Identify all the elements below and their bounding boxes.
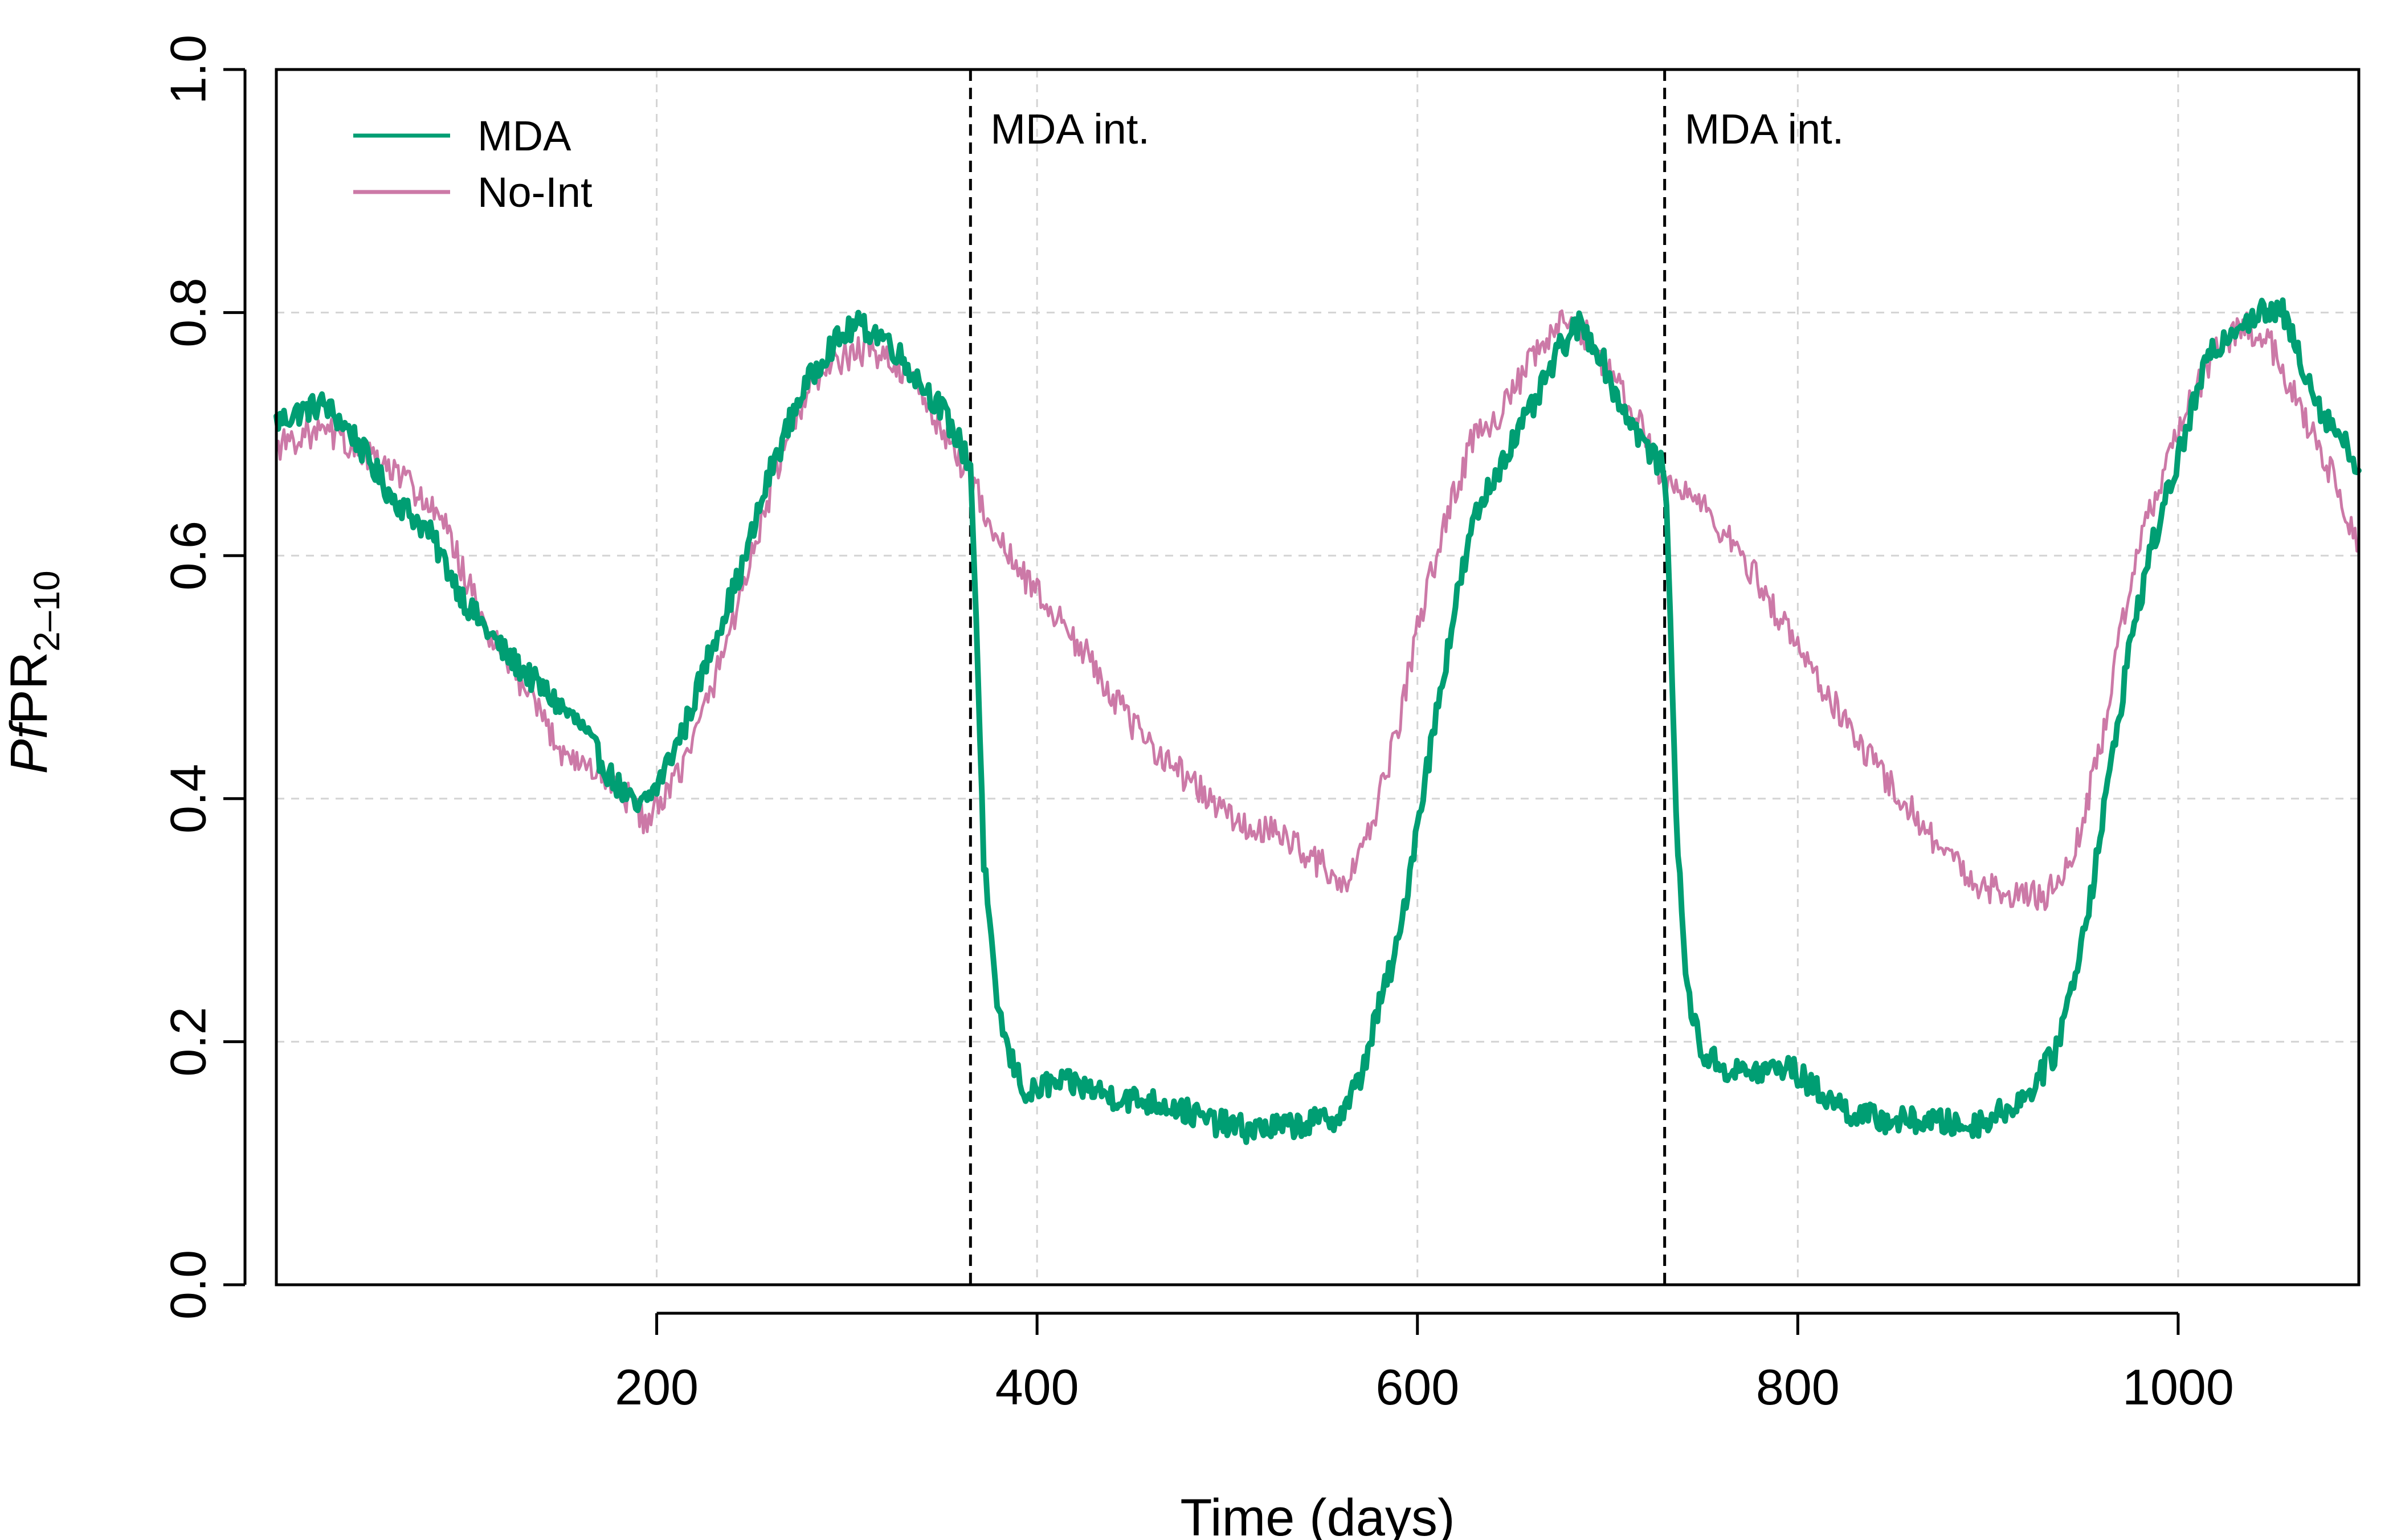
legend: MDA No-Int: [353, 112, 593, 216]
plot-frame: [275, 68, 2361, 1286]
legend-label-no-int: No-Int: [477, 169, 593, 216]
x-tick-label: 400: [995, 1359, 1079, 1415]
x-tick-label: 200: [615, 1359, 699, 1415]
y-tick-label: 0.0: [160, 1250, 217, 1320]
x-tick-label: 800: [1756, 1359, 1840, 1415]
series-line-mda: [273, 297, 2362, 1145]
y-axis-title-main: PR: [0, 652, 58, 725]
legend-label-mda: MDA: [477, 112, 571, 160]
y-tick-label: 1.0: [160, 35, 217, 104]
y-tick-label: 0.4: [160, 764, 217, 834]
y-tick-label: 0.8: [160, 277, 217, 347]
y-tick-label: 0.6: [160, 521, 217, 590]
x-tick-label: 600: [1375, 1359, 1459, 1415]
y-tick-label: 0.2: [160, 1007, 217, 1076]
series-layer: [273, 297, 2362, 1145]
x-tick-label: 1000: [2122, 1359, 2234, 1415]
y-axis-title: PfPR2–10: [0, 570, 67, 774]
x-axis-title: Time (days): [1180, 1489, 1455, 1540]
y-axis-title-subscript: 2–10: [26, 570, 67, 651]
axes: 200 400 600 800 1000 0.0 0.2 0.4 0.6 0.8 1.0: [160, 35, 2234, 1415]
intervention-label: MDA int.: [990, 105, 1150, 153]
intervention-label: MDA int.: [1685, 105, 1844, 153]
y-axis-title-italic: Pf: [0, 720, 58, 774]
intervention-lines: MDA int. MDA int.: [969, 70, 1844, 1285]
